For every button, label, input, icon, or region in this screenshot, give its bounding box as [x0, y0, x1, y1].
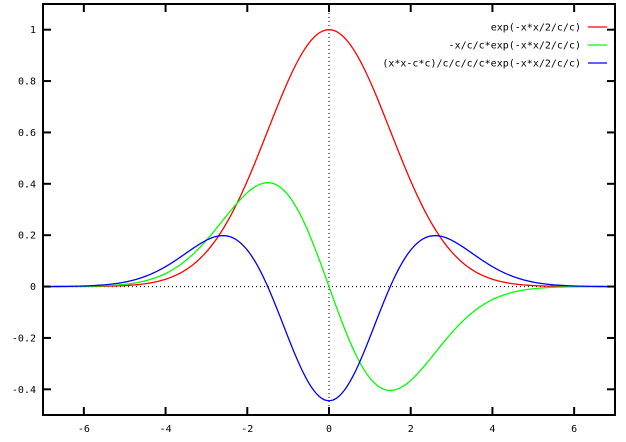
- curve-first-derivative: [43, 182, 615, 392]
- y-axis-tick-label: 0.4: [18, 179, 36, 190]
- legend-label-first-derivative: -x/c/c*exp(-x*x/2/c/c): [449, 41, 581, 52]
- legend-label-gaussian: exp(-x*x/2/c/c): [491, 23, 581, 34]
- y-axis-tick-label: -0.4: [12, 385, 36, 396]
- y-axis-tick-label: 0: [30, 282, 36, 293]
- x-axis-tick-label: 2: [408, 424, 414, 435]
- x-axis-tick-label: 0: [326, 424, 332, 435]
- y-axis-tick-label: 0.8: [18, 77, 36, 88]
- y-axis-tick-label: 0.6: [18, 128, 36, 139]
- x-axis-tick-label: 4: [489, 424, 495, 435]
- legend-label-second-derivative: (x*x-c*c)/c/c/c/c*exp(-x*x/2/c/c): [382, 59, 581, 70]
- x-axis-tick-label: -2: [241, 424, 253, 435]
- y-axis-tick-label: -0.2: [12, 333, 36, 344]
- y-axis-tick-label: 0.2: [18, 231, 36, 242]
- x-axis-tick-label: 6: [571, 424, 577, 435]
- curve-second-derivative: [42, 234, 616, 402]
- x-axis-tick-label: -6: [78, 424, 90, 435]
- curve-gaussian: [43, 29, 615, 288]
- y-axis-tick-label: 1: [30, 25, 36, 36]
- x-axis-tick-label: -4: [160, 424, 172, 435]
- plot-border: [42, 3, 616, 416]
